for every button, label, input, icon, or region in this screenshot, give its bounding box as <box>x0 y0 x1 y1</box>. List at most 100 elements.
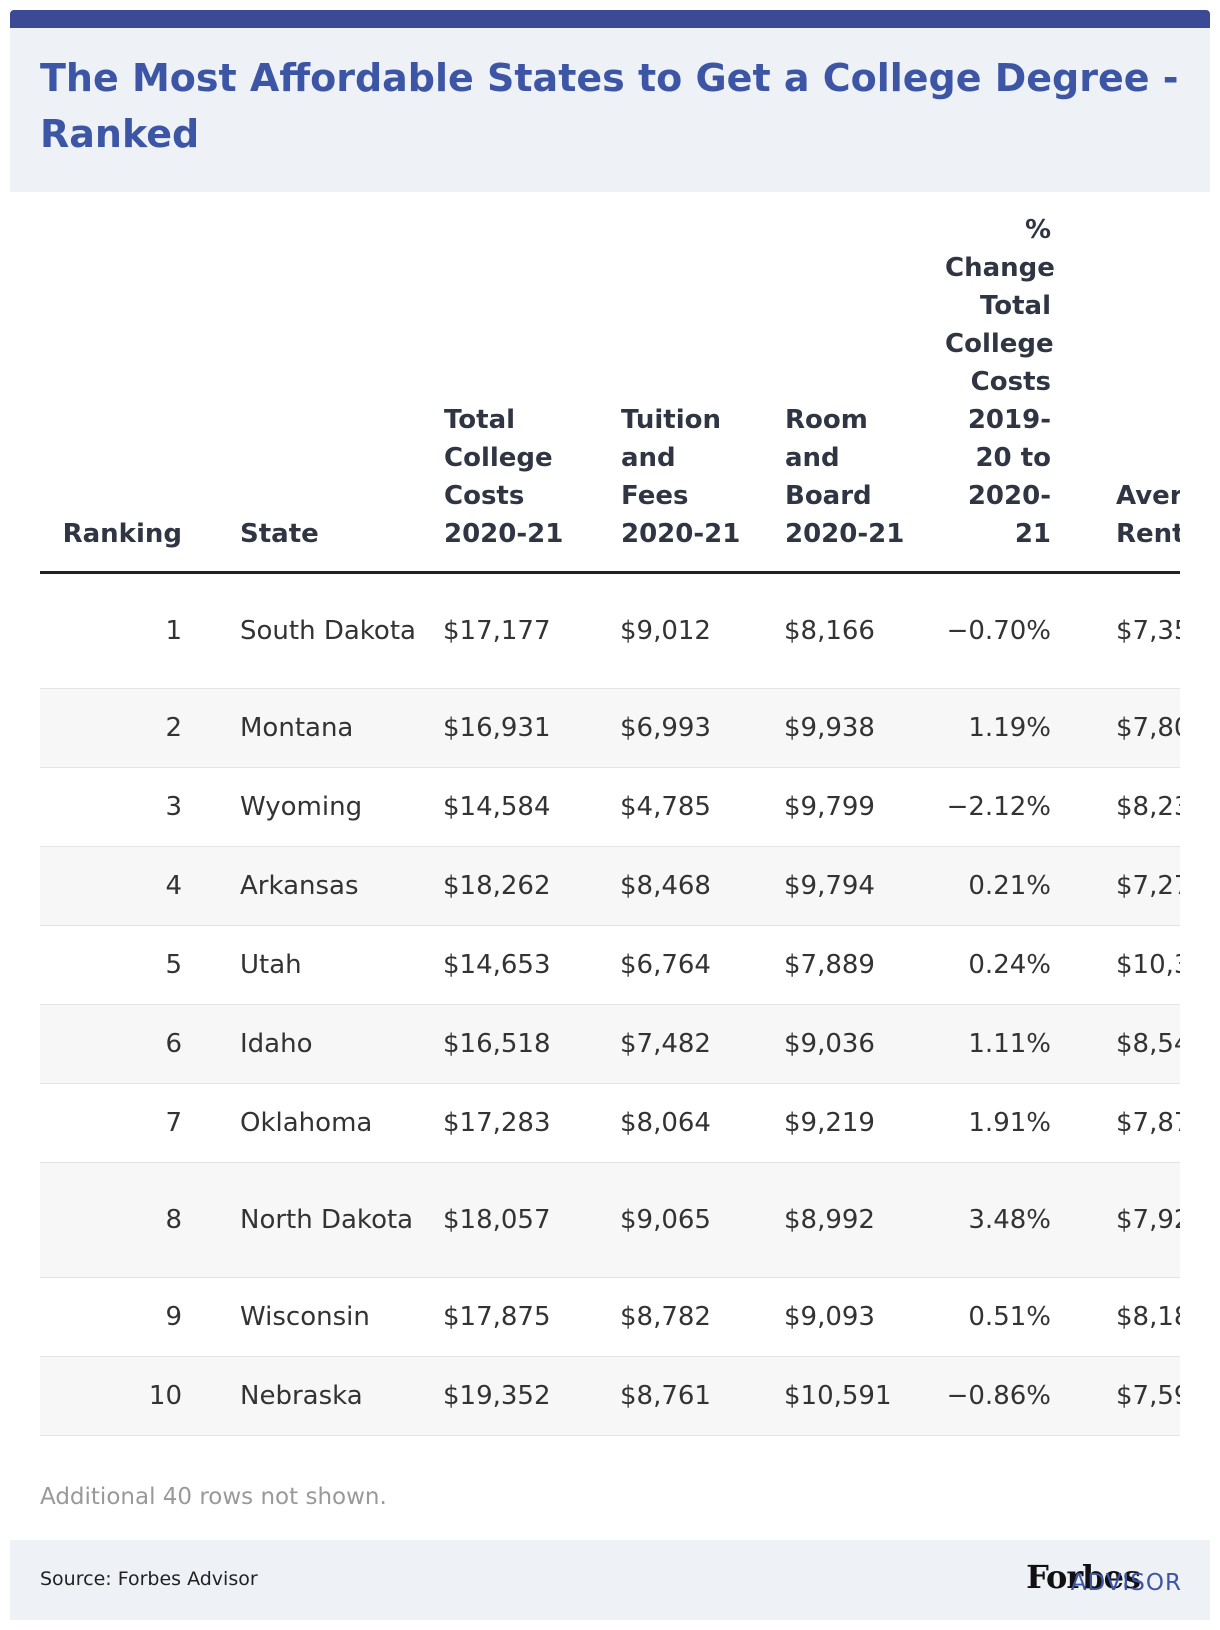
table-cell: $18,057 <box>443 1162 620 1278</box>
column-header: Ranking <box>40 210 210 574</box>
table-cell: 4 <box>40 846 210 926</box>
column-header: Tuition and Fees 2020-21 <box>620 210 784 574</box>
table-cell: $7,92 <box>1084 1162 1180 1278</box>
table-container: Ranking State Total College Costs 2020-21 T… <box>40 210 1180 1436</box>
table-body: 1 South Dakota $17,177 $9,012 $8,166 −0.70% $7… <box>40 572 1180 1436</box>
table-cell: $19,352 <box>443 1356 620 1436</box>
table-cell: $17,283 <box>443 1083 620 1163</box>
table-cell: $9,012 <box>620 572 784 689</box>
table-cell: $8,782 <box>620 1277 784 1357</box>
table-cell: $9,794 <box>784 846 944 926</box>
table-cell: 0.24% <box>944 925 1084 1005</box>
table-cell: −0.86% <box>944 1356 1084 1436</box>
table-cell: 9 <box>40 1277 210 1357</box>
column-header: % Change Total College Costs 2019-20 to … <box>944 210 1084 574</box>
table-cell: $8,18 <box>1084 1277 1180 1357</box>
table-cell: Wisconsin <box>210 1277 443 1357</box>
table-cell: 0.51% <box>944 1277 1084 1357</box>
table-row: 10 Nebraska $19,352 $8,761 $10,591 −0.86% $7,5… <box>40 1356 1180 1436</box>
logo-sub: ADVISOR <box>1070 1570 1182 1596</box>
column-header: Aver Rent <box>1084 210 1180 574</box>
table-cell: $8,761 <box>620 1356 784 1436</box>
table-cell: Wyoming <box>210 767 443 847</box>
table-cell: 7 <box>40 1083 210 1163</box>
table-cell: $7,889 <box>784 925 944 1005</box>
table-cell: 6 <box>40 1004 210 1084</box>
table-cell: 2 <box>40 688 210 768</box>
table-cell: $17,875 <box>443 1277 620 1357</box>
table-cell: $8,992 <box>784 1162 944 1278</box>
table-cell: 0.21% <box>944 846 1084 926</box>
column-header: State <box>210 210 443 574</box>
table-cell: 3.48% <box>944 1162 1084 1278</box>
table-cell: Oklahoma <box>210 1083 443 1163</box>
table-cell: −0.70% <box>944 572 1084 689</box>
table-cell: $7,35 <box>1084 572 1180 689</box>
table-cell: $10,3 <box>1084 925 1180 1005</box>
table-cell: Arkansas <box>210 846 443 926</box>
header-row: Ranking State Total College Costs 2020-21 T… <box>40 210 1180 574</box>
title: The Most Affordable States to Get a Coll… <box>40 56 1179 156</box>
table-cell: $16,518 <box>443 1004 620 1084</box>
table-cell: $8,166 <box>784 572 944 689</box>
table-cell: $7,59 <box>1084 1356 1180 1436</box>
table-cell: $9,093 <box>784 1277 944 1357</box>
column-header: Total College Costs 2020-21 <box>443 210 620 574</box>
table-cell: 8 <box>40 1162 210 1278</box>
table-cell: 1.11% <box>944 1004 1084 1084</box>
table-cell: $8,54 <box>1084 1004 1180 1084</box>
table-cell: $7,482 <box>620 1004 784 1084</box>
table: Ranking State Total College Costs 2020-21 T… <box>40 210 1180 1436</box>
table-cell: $9,065 <box>620 1162 784 1278</box>
table-cell: 3 <box>40 767 210 847</box>
footer: Source: Forbes Advisor Forbes ADVISOR <box>10 1540 1210 1620</box>
table-cell: North Dakota <box>210 1162 443 1278</box>
table-cell: $8,064 <box>620 1083 784 1163</box>
column-header: Room and Board 2020-21 <box>784 210 944 574</box>
table-cell: $14,653 <box>443 925 620 1005</box>
table-cell: $8,23 <box>1084 767 1180 847</box>
table-cell: $17,177 <box>443 572 620 689</box>
table-cell: Nebraska <box>210 1356 443 1436</box>
header: The Most Affordable States to Get a Coll… <box>10 28 1210 192</box>
table-row: 8 North Dakota $18,057 $9,065 $8,992 3.48% $7,… <box>40 1162 1180 1278</box>
table-cell: $4,785 <box>620 767 784 847</box>
table-cell: $7,87 <box>1084 1083 1180 1163</box>
table-cell: $6,764 <box>620 925 784 1005</box>
table-cell: 1 <box>40 572 210 689</box>
table-cell: 1.91% <box>944 1083 1084 1163</box>
table-row: 1 South Dakota $17,177 $9,012 $8,166 −0.70% $7… <box>40 572 1180 689</box>
table-cell: Idaho <box>210 1004 443 1084</box>
table-cell: $16,931 <box>443 688 620 768</box>
logo: Forbes <box>1026 1558 1141 1596</box>
table-cell: $14,584 <box>443 767 620 847</box>
table-cell: $9,219 <box>784 1083 944 1163</box>
table-cell: $9,036 <box>784 1004 944 1084</box>
table-cell: $7,80 <box>1084 688 1180 768</box>
table-cell: 1.19% <box>944 688 1084 768</box>
top-bar <box>10 10 1210 30</box>
note: Additional 40 rows not shown. <box>40 1484 387 1510</box>
source: Source: Forbes Advisor <box>40 1568 258 1590</box>
table-cell: $18,262 <box>443 846 620 926</box>
table-cell: 5 <box>40 925 210 1005</box>
table-cell: Montana <box>210 688 443 768</box>
table-cell: $9,799 <box>784 767 944 847</box>
table-cell: $10,591 <box>784 1356 944 1436</box>
table-cell: $6,993 <box>620 688 784 768</box>
table-cell: Utah <box>210 925 443 1005</box>
table-cell: $8,468 <box>620 846 784 926</box>
table-cell: $9,938 <box>784 688 944 768</box>
table-cell: −2.12% <box>944 767 1084 847</box>
table-cell: South Dakota <box>210 572 443 689</box>
table-cell: 10 <box>40 1356 210 1436</box>
table-cell: $7,27 <box>1084 846 1180 926</box>
